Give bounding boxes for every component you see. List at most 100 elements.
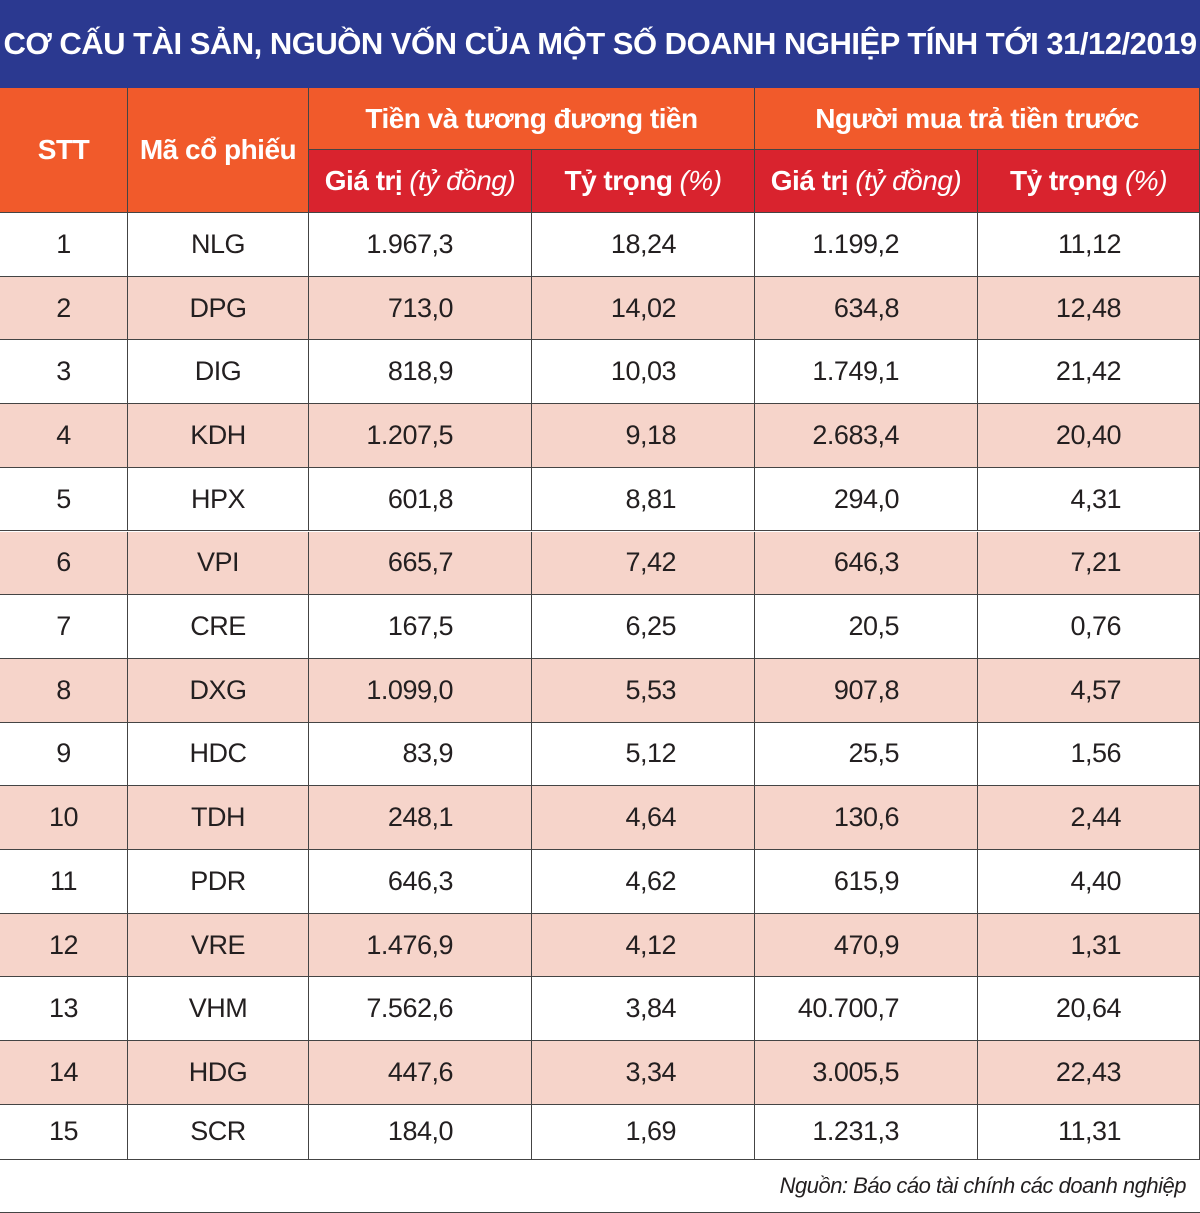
cell: 130,6 <box>755 786 978 850</box>
cell: 21,42 <box>978 340 1200 405</box>
cell: 907,8 <box>755 658 978 723</box>
cell: HDC <box>128 722 309 787</box>
cell-text: DXG <box>189 674 247 705</box>
header-code: Mã cổ phiếu <box>128 88 309 213</box>
cell: 9,18 <box>532 404 755 468</box>
cell: 447,6 <box>309 1041 532 1105</box>
cell: 11,31 <box>978 1104 1200 1160</box>
cell-text: 615,9 <box>833 865 900 896</box>
header-column: Tỷ trọng (%) <box>532 150 755 213</box>
cell: 8,81 <box>532 467 755 532</box>
cell: 167,5 <box>309 595 532 659</box>
cell-text: 6 <box>56 547 71 578</box>
column-unit: (%) <box>679 165 722 196</box>
cell: 2.683,4 <box>755 404 978 468</box>
cell: 7,21 <box>978 531 1200 596</box>
cell: 11,12 <box>978 213 1200 277</box>
header-group: Người mua trả tiền trước <box>755 88 1200 150</box>
cell: DPG <box>128 276 309 341</box>
cell-text: 601,8 <box>387 483 454 514</box>
cell-text: 15 <box>48 1116 79 1147</box>
cell-text: 0,76 <box>1070 611 1121 642</box>
cell: 646,3 <box>309 850 532 914</box>
cell-text: 7,42 <box>625 547 676 578</box>
cell-text: 4,64 <box>625 802 676 833</box>
cell-text: 1,69 <box>625 1116 676 1147</box>
cell: 15 <box>0 1104 128 1160</box>
cell: 646,3 <box>755 531 978 596</box>
cell: 40.700,7 <box>755 977 978 1042</box>
cell: 470,9 <box>755 913 978 978</box>
cell: VRE <box>128 913 309 978</box>
cell-text: VHM <box>188 993 248 1024</box>
cell-text: 1.476,9 <box>366 929 453 960</box>
cell-text: 2 <box>56 292 71 323</box>
header-column: Giá trị (tỷ đồng) <box>309 150 532 213</box>
cell: 1,69 <box>532 1104 755 1160</box>
cell: HDG <box>128 1041 309 1105</box>
cell-text: 21,42 <box>1055 356 1122 387</box>
cell-text: 8 <box>56 674 71 705</box>
cell-text: 5 <box>56 483 71 514</box>
cell: TDH <box>128 786 309 850</box>
cell-text: 646,3 <box>387 865 454 896</box>
cell-text: 4,40 <box>1070 865 1121 896</box>
cell: 0,76 <box>978 595 1200 659</box>
cell-text: VPI <box>196 547 240 578</box>
cell: 1.967,3 <box>309 213 532 277</box>
cell-text: 1.749,1 <box>812 356 899 387</box>
cell: 6,25 <box>532 595 755 659</box>
cell-text: HPX <box>190 483 246 514</box>
header-stt: STT <box>0 88 128 213</box>
cell: 4,12 <box>532 913 755 978</box>
cell-text: 3,84 <box>625 993 676 1024</box>
cell-text: 40.700,7 <box>797 993 900 1024</box>
cell: KDH <box>128 404 309 468</box>
cell-text: 5,53 <box>625 674 676 705</box>
cell-text: 1,31 <box>1070 929 1121 960</box>
cell-text: 4,57 <box>1070 674 1121 705</box>
cell-text: 22,43 <box>1055 1056 1122 1087</box>
cell-text: TDH <box>191 802 246 833</box>
cell: 9 <box>0 722 128 787</box>
cell: NLG <box>128 213 309 277</box>
title: CƠ CẤU TÀI SẢN, NGUỒN VỐN CỦA MỘT SỐ DOA… <box>0 0 1200 88</box>
header-column: Tỷ trọng (%) <box>978 150 1200 213</box>
cell-text: 1.231,3 <box>812 1116 899 1147</box>
cell: 2,44 <box>978 786 1200 850</box>
cell-text: 1.199,2 <box>812 228 899 259</box>
header-column: Giá trị (tỷ đồng) <box>755 150 978 213</box>
cell-text: HDG <box>188 1056 248 1087</box>
cell-text: 1.207,5 <box>366 419 453 450</box>
cell-text: 646,3 <box>833 547 900 578</box>
cell-text: CRE <box>190 611 246 642</box>
cell-text: 1,56 <box>1070 738 1121 769</box>
cell: 1.099,0 <box>309 658 532 723</box>
cell: 5,12 <box>532 722 755 787</box>
cell-text: 7 <box>56 611 71 642</box>
cell-text: 14 <box>48 1056 79 1087</box>
column-label: Giá trị <box>770 165 849 196</box>
cell: CRE <box>128 595 309 659</box>
cell: 13 <box>0 977 128 1042</box>
column-label: Giá trị <box>324 165 403 196</box>
cell: 713,0 <box>309 276 532 341</box>
cell: 601,8 <box>309 467 532 532</box>
cell-text: NLG <box>190 228 246 259</box>
cell: 5,53 <box>532 658 755 723</box>
cell: 1.231,3 <box>755 1104 978 1160</box>
cell: 3 <box>0 340 128 405</box>
cell-text: 1.967,3 <box>366 228 453 259</box>
cell: 4,31 <box>978 467 1200 532</box>
cell-text: 665,7 <box>387 547 454 578</box>
cell: 3,34 <box>532 1041 755 1105</box>
cell-text: 248,1 <box>387 802 454 833</box>
cell-text: 4,31 <box>1070 483 1121 514</box>
cell-text: 907,8 <box>833 674 900 705</box>
cell: 634,8 <box>755 276 978 341</box>
cell-text: 4,62 <box>625 865 676 896</box>
cell: 14 <box>0 1041 128 1105</box>
cell: 184,0 <box>309 1104 532 1160</box>
cell: 1,31 <box>978 913 1200 978</box>
cell: 248,1 <box>309 786 532 850</box>
